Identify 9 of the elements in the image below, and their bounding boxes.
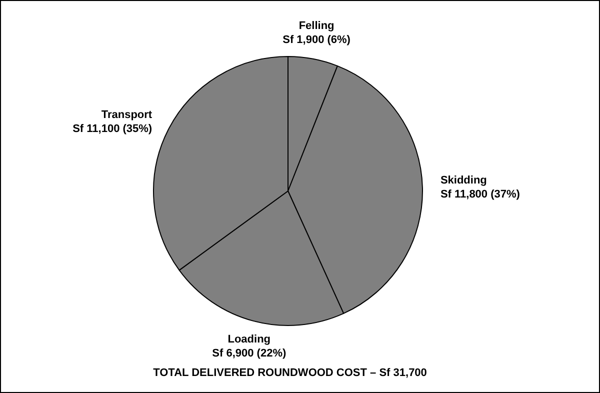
data-label: Sf 11,800 (37%) (440, 188, 520, 200)
slice-label: Transport (101, 108, 152, 121)
data-label: Sf 1,900 (6%) (282, 34, 351, 46)
text: TOTAL DELIVERED ROUNDWOOD COST – Sf 31,700 (153, 367, 427, 380)
slice-label: Skidding (440, 174, 487, 186)
data-label: Sf 6,900 (22%) (212, 347, 286, 360)
data-label: Sf 11,100 (35%) (72, 122, 152, 135)
slice-label: Felling (298, 20, 334, 32)
slice-label: Loading (228, 333, 271, 346)
